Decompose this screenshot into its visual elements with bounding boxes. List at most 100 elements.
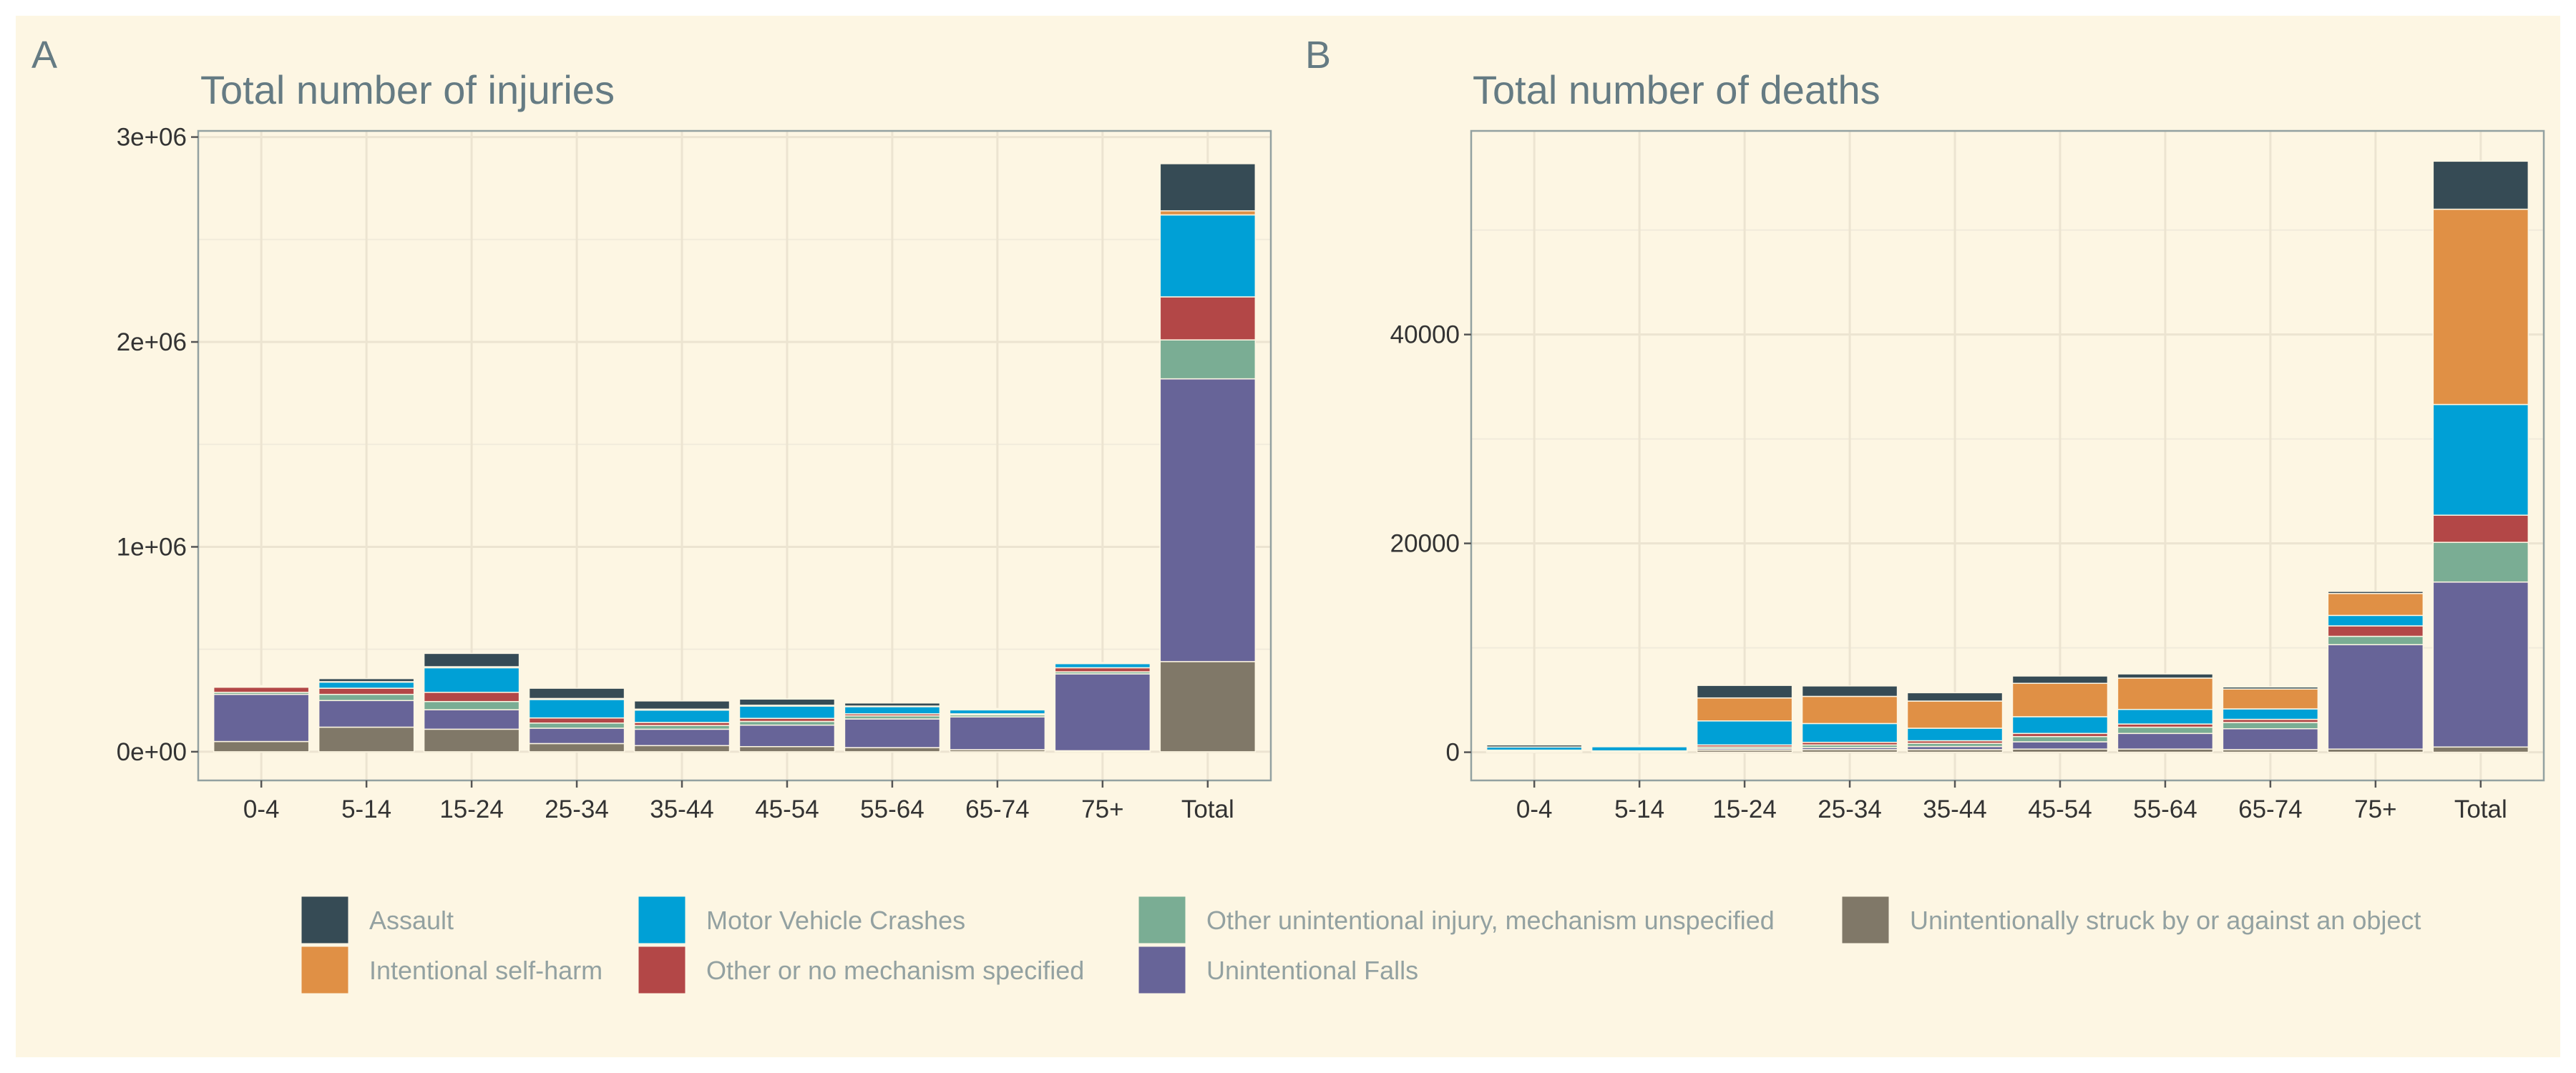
deaths-x-tick-label-55-64: 55-64 (2133, 795, 2197, 823)
deaths-bar-45-54-assault (2011, 675, 2109, 684)
legend-swatch-other-unintentional-injury-mechanism-unspecified (1136, 894, 1188, 946)
deaths-x-tick-label-total: Total (2454, 795, 2507, 823)
injuries-bar-25-34-unintentional-falls (528, 727, 625, 745)
injuries-bar-15-24-unintentionally-struck-by-or-against-an-object (423, 728, 520, 753)
deaths-bar-75-other-unintentional-injury-mechanism-unspecified (2327, 635, 2424, 645)
deaths-plot-border (1470, 129, 2545, 782)
injuries-bar-15-24-other-unintentional-injury-mechanism-unspecified (423, 700, 520, 710)
injuries-x-tick-label-0-4: 0-4 (243, 795, 280, 823)
deaths-bar-total-unintentional-falls (2432, 581, 2529, 748)
injuries-bar-5-14-unintentionally-struck-by-or-against-an-object (318, 726, 415, 753)
deaths-x-tick-label-0-4: 0-4 (1516, 795, 1553, 823)
deaths-bar-total-other-unintentional-injury-mechanism-unspecified (2432, 542, 2529, 583)
injuries-bar-75-motor-vehicle-crashes (1054, 662, 1151, 669)
deaths-bar-75-motor-vehicle-crashes (2327, 614, 2424, 627)
injuries-bar-45-54-unintentional-falls (738, 724, 836, 748)
injuries-bar-75-unintentional-falls (1054, 673, 1151, 752)
injuries-bar-0-4-assault (213, 685, 310, 687)
injuries-bar-35-44-unintentionally-struck-by-or-against-an-object (633, 745, 731, 753)
deaths-x-tick-label-75: 75+ (2354, 795, 2396, 823)
injuries-bar-15-24-assault (423, 652, 520, 667)
injuries-y-tick-label: 3e+06 (117, 124, 187, 152)
injuries-y-tick-label: 1e+06 (117, 533, 187, 561)
deaths-bar-35-44-assault (1906, 692, 2004, 702)
deaths-bar-25-34-motor-vehicle-crashes (1801, 722, 1898, 743)
injuries-bar-total-motor-vehicle-crashes (1159, 214, 1257, 298)
injuries-bar-25-34-other-or-no-mechanism-specified (528, 717, 625, 724)
injuries-bar-15-24-motor-vehicle-crashes (423, 667, 520, 693)
legend-label-intentional-self-harm: Intentional self-harm (369, 956, 602, 985)
injuries-bar-0-4-unintentional-falls (213, 693, 310, 743)
injuries-bar-45-54-motor-vehicle-crashes (738, 705, 836, 719)
injuries-bar-total-other-or-no-mechanism-specified (1159, 296, 1257, 340)
injuries-x-tick-label-65-74: 65-74 (965, 795, 1030, 823)
deaths-x-tick-label-25-34: 25-34 (1818, 795, 1882, 823)
legend-label-assault: Assault (369, 906, 454, 935)
legend-swatch-unintentional-falls (1136, 944, 1188, 996)
injuries-bar-75-other-or-no-mechanism-specified (1054, 667, 1151, 672)
deaths-bar-45-54-intentional-self-harm (2011, 682, 2109, 717)
deaths-bar-55-64-assault (2117, 673, 2214, 679)
deaths-bar-65-74-motor-vehicle-crashes (2222, 708, 2319, 720)
legend-label-unintentional-falls: Unintentional Falls (1206, 956, 1418, 985)
injuries-bar-35-44-assault (633, 700, 731, 710)
injuries-bar-55-64-motor-vehicle-crashes (844, 706, 941, 715)
injuries-bar-35-44-other-unintentional-injury-mechanism-unspecified (633, 725, 731, 730)
injuries-bar-25-34-other-unintentional-injury-mechanism-unspecified (528, 722, 625, 729)
deaths-x-tick-label-35-44: 35-44 (1923, 795, 1987, 823)
deaths-bar-55-64-motor-vehicle-crashes (2117, 708, 2214, 725)
deaths-bar-total-intentional-self-harm (2432, 208, 2529, 406)
injuries-bar-55-64-assault (844, 702, 941, 707)
deaths-bar-75-unintentional-falls (2327, 644, 2424, 750)
deaths-bar-15-24-assault (1696, 685, 1793, 699)
legend-swatch-assault (299, 894, 351, 946)
injuries-bar-0-4-unintentionally-struck-by-or-against-an-object (213, 740, 310, 753)
deaths-bar-0-4-assault (1485, 744, 1583, 748)
deaths-bar-45-54-other-unintentional-injury-mechanism-unspecified (2011, 735, 2109, 743)
injuries-bar-total-unintentional-falls (1159, 378, 1257, 662)
deaths-y-tick-label: 0 (1446, 739, 1460, 767)
injuries-bar-55-64-unintentional-falls (844, 718, 941, 748)
injuries-panel: A Total number of injuries 0e+00 1e+06 2e+… (31, 34, 1272, 823)
injuries-bar-65-74-unintentional-falls (949, 716, 1046, 750)
legend: Assault Motor Vehicle Crashes Other uninte… (299, 894, 2421, 996)
deaths-bar-total-assault (2432, 160, 2529, 210)
injuries-x-tick-label-5-14: 5-14 (341, 795, 391, 823)
deaths-bar-total-motor-vehicle-crashes (2432, 403, 2529, 516)
deaths-bar-15-24-motor-vehicle-crashes (1696, 720, 1793, 746)
injuries-bar-5-14-other-or-no-mechanism-specified (318, 687, 415, 695)
deaths-bar-55-64-unintentional-falls (2117, 733, 2214, 750)
legend-swatch-motor-vehicle-crashes (636, 894, 688, 946)
deaths-x-tick-label-5-14: 5-14 (1614, 795, 1664, 823)
deaths-x-tick-label-45-54: 45-54 (2028, 795, 2092, 823)
deaths-bar-75-intentional-self-harm (2327, 592, 2424, 617)
injuries-bar-15-24-other-or-no-mechanism-specified (423, 692, 520, 702)
injuries-x-tick-label-total: Total (1181, 795, 1234, 823)
deaths-bar-35-44-intentional-self-harm (1906, 700, 2004, 729)
deaths-x-tick-label-15-24: 15-24 (1712, 795, 1777, 823)
deaths-x-tick-label-65-74: 65-74 (2238, 795, 2303, 823)
legend-swatch-other-or-no-mechanism-specified (636, 944, 688, 996)
injuries-x-tick-label-35-44: 35-44 (650, 795, 714, 823)
injuries-bar-0-4-other-or-no-mechanism-specified (213, 686, 310, 693)
deaths-bar-15-24-intentional-self-harm (1696, 697, 1793, 722)
legend-label-other-or-no-mechanism-specified: Other or no mechanism specified (706, 956, 1084, 985)
deaths-chart-title: Total number of deaths (1473, 67, 1880, 112)
deaths-bar-45-54-unintentional-falls (2011, 741, 2109, 750)
deaths-y-tick-label: 20000 (1390, 530, 1460, 558)
injuries-x-tick-label-75: 75+ (1081, 795, 1123, 823)
deaths-bar-5-14-motor-vehicle-crashes (1591, 746, 1688, 752)
deaths-bar-65-74-unintentional-falls (2222, 727, 2319, 750)
deaths-bar-55-64-other-unintentional-injury-mechanism-unspecified (2117, 726, 2214, 735)
deaths-bar-65-74-assault (2222, 686, 2319, 690)
deaths-bar-75-other-or-no-mechanism-specified (2327, 625, 2424, 637)
deaths-bar-45-54-motor-vehicle-crashes (2011, 716, 2109, 735)
injuries-bar-25-34-motor-vehicle-crashes (528, 699, 625, 719)
injuries-bar-total-assault (1159, 163, 1257, 212)
injuries-plot-border (197, 129, 1272, 782)
deaths-bar-75-assault (2327, 591, 2424, 594)
injuries-bar-25-34-assault (528, 687, 625, 700)
injuries-bar-45-54-other-unintentional-injury-mechanism-unspecified (738, 720, 836, 726)
injuries-x-tick-label-15-24: 15-24 (439, 795, 504, 823)
